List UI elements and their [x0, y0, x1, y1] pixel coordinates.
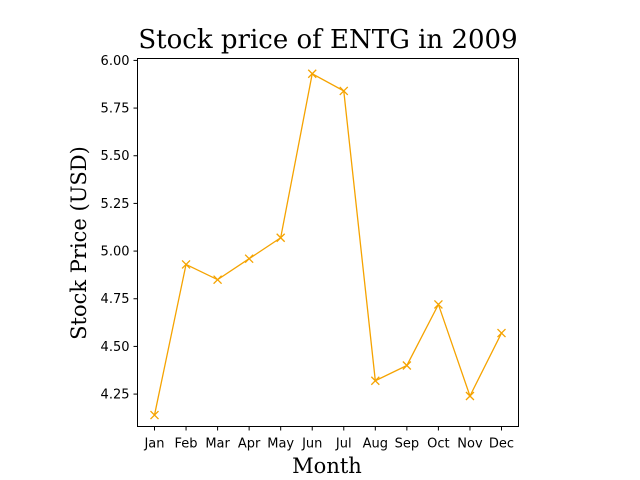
- y-tick-label: 5.00: [101, 245, 130, 260]
- x-tick-label: Dec: [489, 437, 514, 452]
- x-axis-label: Month: [292, 454, 362, 478]
- data-point: [276, 233, 286, 243]
- x-tick-label: Oct: [427, 437, 449, 452]
- y-tick-label: 5.25: [101, 197, 130, 212]
- y-tick-label: 5.50: [101, 149, 130, 164]
- x-axis: Jan Feb Mar Apr May Jun Jul Aug Sep Oct Nov Dec: [143, 426, 514, 452]
- data-point: [213, 275, 223, 285]
- price-series: [150, 69, 506, 420]
- plot-area: [137, 58, 519, 427]
- y-axis: 4.25 4.50 4.75 5.00 5.25 5.50 5.75 6.00: [101, 54, 138, 403]
- x-tick-label: Mar: [205, 437, 230, 452]
- data-point: [150, 410, 159, 420]
- chart-title: Stock price of ENTG in 2009: [138, 25, 517, 55]
- data-point: [339, 86, 349, 96]
- y-tick-label: 4.25: [101, 388, 130, 403]
- data-point: [433, 300, 443, 309]
- data-point: [465, 391, 475, 401]
- series-line: [153, 72, 503, 416]
- x-tick-label: May: [267, 437, 294, 452]
- x-tick-label: Sep: [395, 437, 420, 452]
- x-tick-label: Jan: [143, 437, 164, 452]
- data-point: [244, 254, 254, 264]
- y-tick-label: 6.00: [101, 54, 130, 69]
- data-point: [307, 69, 317, 79]
- data-point: [370, 376, 380, 386]
- x-tick-label: Aug: [363, 437, 388, 452]
- x-tick-label: Feb: [175, 437, 198, 452]
- x-tick-label: Jun: [301, 437, 322, 452]
- x-tick-label: Apr: [238, 437, 261, 452]
- y-axis-label: Stock Price (USD): [67, 146, 91, 340]
- y-tick-label: 4.50: [101, 340, 130, 355]
- y-tick-label: 4.75: [101, 292, 130, 307]
- data-point: [497, 328, 506, 338]
- data-point: [402, 361, 412, 370]
- y-tick-label: 5.75: [101, 102, 130, 117]
- x-tick-label: Jul: [335, 437, 352, 452]
- x-tick-label: Nov: [457, 437, 483, 452]
- data-point: [181, 259, 191, 269]
